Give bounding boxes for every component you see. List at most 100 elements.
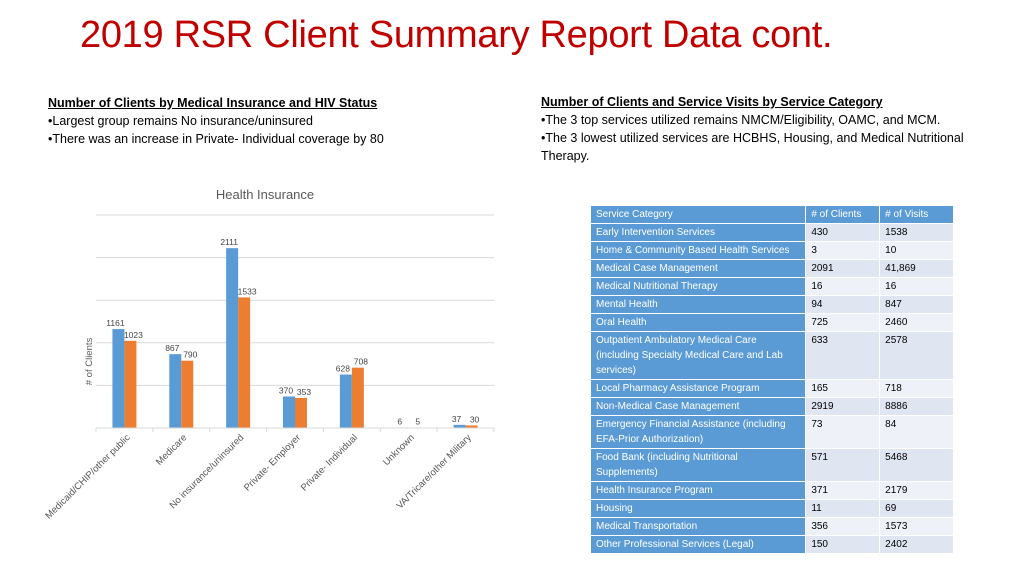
bar-series-2 (295, 397, 307, 428)
table-row: Other Professional Services (Legal) 150 24… (589, 535, 954, 554)
num-clients-cell: 725 (805, 313, 881, 332)
num-clients-cell: 633 (805, 331, 881, 380)
table-row: Early Intervention Services 430 1538 (589, 223, 954, 242)
num-visits-cell: 718 (879, 379, 954, 398)
service-category-cell: Early Intervention Services (589, 223, 807, 242)
bar-series-2 (351, 367, 364, 428)
num-visits-cell: 41,869 (879, 259, 954, 278)
service-category-cell: Home & Community Based Health Services (589, 241, 807, 260)
page-title: 2019 RSR Client Summary Report Data cont… (80, 14, 833, 56)
num-visits-cell: 2402 (879, 535, 954, 554)
data-label: 37 (452, 414, 462, 424)
table-row: Medical Case Management 2091 41,869 (589, 259, 954, 278)
num-visits-cell: 84 (879, 415, 954, 449)
bar-series-2 (465, 425, 478, 428)
data-label: 867 (165, 343, 179, 353)
num-clients-cell: 150 (805, 535, 881, 554)
insurance-note-bullet: •There was an increase in Private- Indiv… (48, 132, 384, 146)
service-category-cell: Local Pharmacy Assistance Program (589, 379, 807, 398)
header-service-category: Service Category (589, 205, 807, 224)
x-tick-label: Private- Employer (242, 432, 303, 493)
num-clients-cell: 11 (805, 499, 881, 518)
service-category-cell: Health Insurance Program (589, 481, 807, 500)
table-row: Outpatient Ambulatory Medical Care (incl… (589, 331, 954, 380)
insurance-note-bullet: •Largest group remains No insurance/unin… (48, 114, 313, 128)
data-label: 1161 (106, 318, 125, 328)
table-row: Health Insurance Program 371 2179 (589, 481, 954, 500)
service-category-cell: Oral Health (589, 313, 807, 332)
service-category-cell: Non-Medical Case Management (589, 397, 807, 416)
num-clients-cell: 2919 (805, 397, 881, 416)
data-label: 353 (297, 387, 311, 397)
data-label: 1533 (238, 286, 257, 296)
data-label: 6 (397, 416, 402, 426)
insurance-notes-heading: Number of Clients by Medical Insurance a… (48, 96, 378, 110)
data-label: 2111 (220, 237, 238, 247)
table-row: Oral Health 725 2460 (589, 313, 954, 332)
table-row: Housing 11 69 (589, 499, 954, 518)
insurance-notes: Number of Clients by Medical Insurance a… (48, 94, 478, 148)
num-visits-cell: 2460 (879, 313, 954, 332)
num-clients-cell: 94 (805, 295, 881, 314)
service-category-cell: Medical Nutritional Therapy (589, 277, 807, 296)
data-label: 370 (279, 385, 293, 395)
y-axis-title: # of Clients (84, 337, 95, 385)
service-category-cell: Housing (589, 499, 807, 518)
data-label: 628 (336, 363, 350, 373)
service-note-bullet: •The 3 lowest utilized services are HCBH… (541, 131, 964, 163)
service-category-cell: Emergency Financial Assistance (includin… (589, 415, 807, 449)
bar-series-1 (453, 424, 466, 428)
header-num-visits: # of Visits (879, 205, 954, 224)
data-label: 1023 (124, 330, 143, 340)
data-label: 5 (415, 417, 420, 427)
x-tick-label: Unknown (381, 432, 417, 468)
num-clients-cell: 73 (805, 415, 881, 449)
num-clients-cell: 356 (805, 517, 881, 536)
num-visits-cell: 1573 (879, 517, 954, 536)
service-category-cell: Medical Transportation (589, 517, 807, 536)
health-insurance-chart-svg: Health Insurance # of Clients 1161 1023 Medi… (43, 187, 495, 522)
bar-series-1 (283, 396, 295, 428)
num-clients-cell: 16 (805, 277, 881, 296)
data-label: 708 (354, 357, 368, 367)
data-label: 790 (183, 350, 197, 360)
num-visits-cell: 8886 (879, 397, 954, 416)
service-category-cell: Medical Case Management (589, 259, 807, 278)
table-row: Medical Nutritional Therapy 16 16 (589, 277, 954, 296)
table-header-row: Service Category # of Clients # of Visit… (589, 205, 954, 224)
x-tick-label: Medicare (154, 432, 189, 467)
service-notes: Number of Clients and Service Visits by … (541, 93, 1011, 165)
table-row: Home & Community Based Health Services 3 1… (589, 241, 954, 260)
num-clients-cell: 430 (805, 223, 881, 242)
num-visits-cell: 10 (879, 241, 954, 260)
num-clients-cell: 371 (805, 481, 881, 500)
num-visits-cell: 16 (879, 277, 954, 296)
num-visits-cell: 5468 (879, 448, 954, 482)
data-label: 30 (470, 414, 480, 424)
service-category-cell: Other Professional Services (Legal) (589, 535, 807, 554)
health-insurance-chart: Health Insurance # of Clients 1161 1023 Medi… (40, 182, 510, 532)
x-tick-label: Private- Individual (299, 432, 360, 493)
bar-series-1 (339, 374, 352, 428)
table-row: Food Bank (including Nutritional Supplem… (589, 448, 954, 482)
service-category-cell: Mental Health (589, 295, 807, 314)
chart-title: Health Insurance (216, 187, 314, 202)
service-category-table: Service Category # of Clients # of Visit… (589, 205, 954, 554)
num-clients-cell: 2091 (805, 259, 881, 278)
x-tick-label: Medicaid/CHIP/other public (43, 432, 132, 521)
num-visits-cell: 2179 (879, 481, 954, 500)
bar-series-2 (238, 297, 251, 428)
num-clients-cell: 165 (805, 379, 881, 398)
header-num-clients: # of Clients (805, 205, 881, 224)
num-visits-cell: 847 (879, 295, 954, 314)
bar-series-2 (124, 340, 137, 428)
num-clients-cell: 571 (805, 448, 881, 482)
num-clients-cell: 3 (805, 241, 881, 260)
num-visits-cell: 2578 (879, 331, 954, 380)
bar-series-1 (169, 354, 182, 428)
bar-series-1 (226, 248, 239, 428)
table-row: Local Pharmacy Assistance Program 165 718 (589, 379, 954, 398)
service-note-bullet: •The 3 top services utilized remains NMC… (541, 113, 941, 127)
num-visits-cell: 1538 (879, 223, 954, 242)
bar-series-2 (181, 360, 194, 428)
